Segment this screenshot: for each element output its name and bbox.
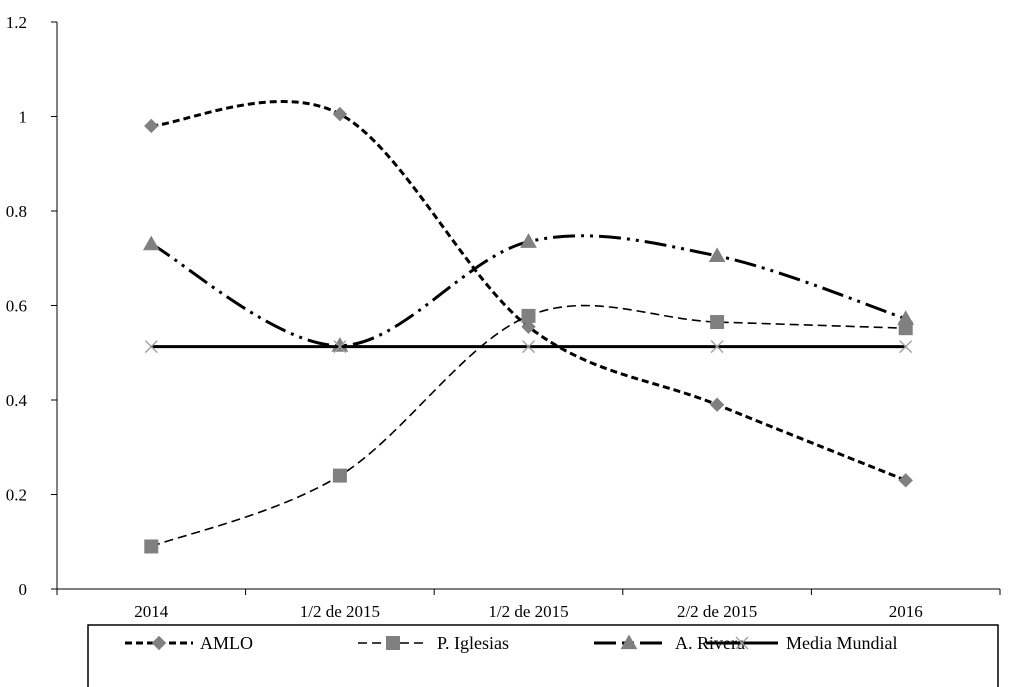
data-point-amlo — [709, 397, 725, 412]
legend-entry-amlo: AMLO — [125, 633, 253, 653]
legend-marker-a-rivera — [620, 634, 638, 650]
x-tick-label: 2016 — [889, 602, 923, 621]
y-tick-label: 1 — [19, 108, 28, 127]
legend-label-amlo: AMLO — [200, 633, 253, 653]
series-amlo — [144, 100, 913, 488]
x-tick-label: 1/2 de 2015 — [300, 602, 380, 621]
series-line-a-rivera — [150, 234, 907, 348]
x-tick-label: 2014 — [134, 602, 169, 621]
legend-entry-media-mundial: Media Mundial — [706, 633, 897, 653]
legend-box — [87, 624, 999, 687]
data-point-media-mundial — [899, 340, 913, 354]
legend: AMLO P. Iglesias A. Rivera Media Mundial — [87, 624, 999, 687]
series-line-p-iglesias — [151, 304, 906, 548]
data-point-a-rivera — [142, 235, 160, 251]
legend-marker-amlo — [151, 635, 167, 651]
x-tick-label: 2/2 de 2015 — [677, 602, 757, 621]
legend-label-media-mundial: Media Mundial — [786, 633, 897, 653]
y-tick-label: 1.2 — [6, 13, 27, 32]
data-point-p-iglesias — [710, 315, 725, 330]
data-point-a-rivera — [897, 310, 915, 325]
y-tick-label: 0 — [19, 580, 28, 599]
data-point-media-mundial — [333, 340, 347, 354]
data-point-amlo — [332, 106, 348, 122]
y-tick-label: 0.6 — [6, 297, 27, 316]
data-point-p-iglesias — [144, 539, 159, 554]
data-point-media-mundial — [522, 340, 535, 354]
x-tick-label: 1/2 de 2015 — [488, 602, 568, 621]
data-point-amlo — [521, 319, 536, 334]
data-point-media-mundial — [144, 340, 158, 354]
legend-label-p-iglesias: P. Iglesias — [437, 633, 509, 653]
tick-labels: 0 0.2 0.4 0.6 0.8 1 1.2 2014 1/2 de 2015 1/2 de 2… — [6, 13, 923, 621]
y-tick-label: 0.2 — [6, 486, 27, 505]
data-point-amlo — [144, 118, 159, 134]
data-point-media-mundial — [710, 340, 724, 354]
data-point-p-iglesias — [521, 308, 536, 323]
series-p-iglesias — [144, 304, 913, 554]
y-tick-label: 0.8 — [6, 202, 27, 221]
y-tick-label: 0.4 — [6, 391, 28, 410]
data-point-amlo — [898, 473, 913, 488]
series-line-amlo — [151, 100, 907, 482]
legend-marker-media-mundial — [735, 636, 749, 650]
series-media-mundial — [144, 340, 913, 354]
legend-entry-p-iglesias: P. Iglesias — [358, 633, 509, 653]
series-layer — [142, 100, 915, 554]
data-point-a-rivera — [520, 233, 537, 248]
data-point-p-iglesias — [332, 468, 347, 483]
legend-marker-p-iglesias — [386, 636, 400, 650]
axes — [51, 21, 1001, 595]
data-point-a-rivera — [708, 247, 726, 263]
